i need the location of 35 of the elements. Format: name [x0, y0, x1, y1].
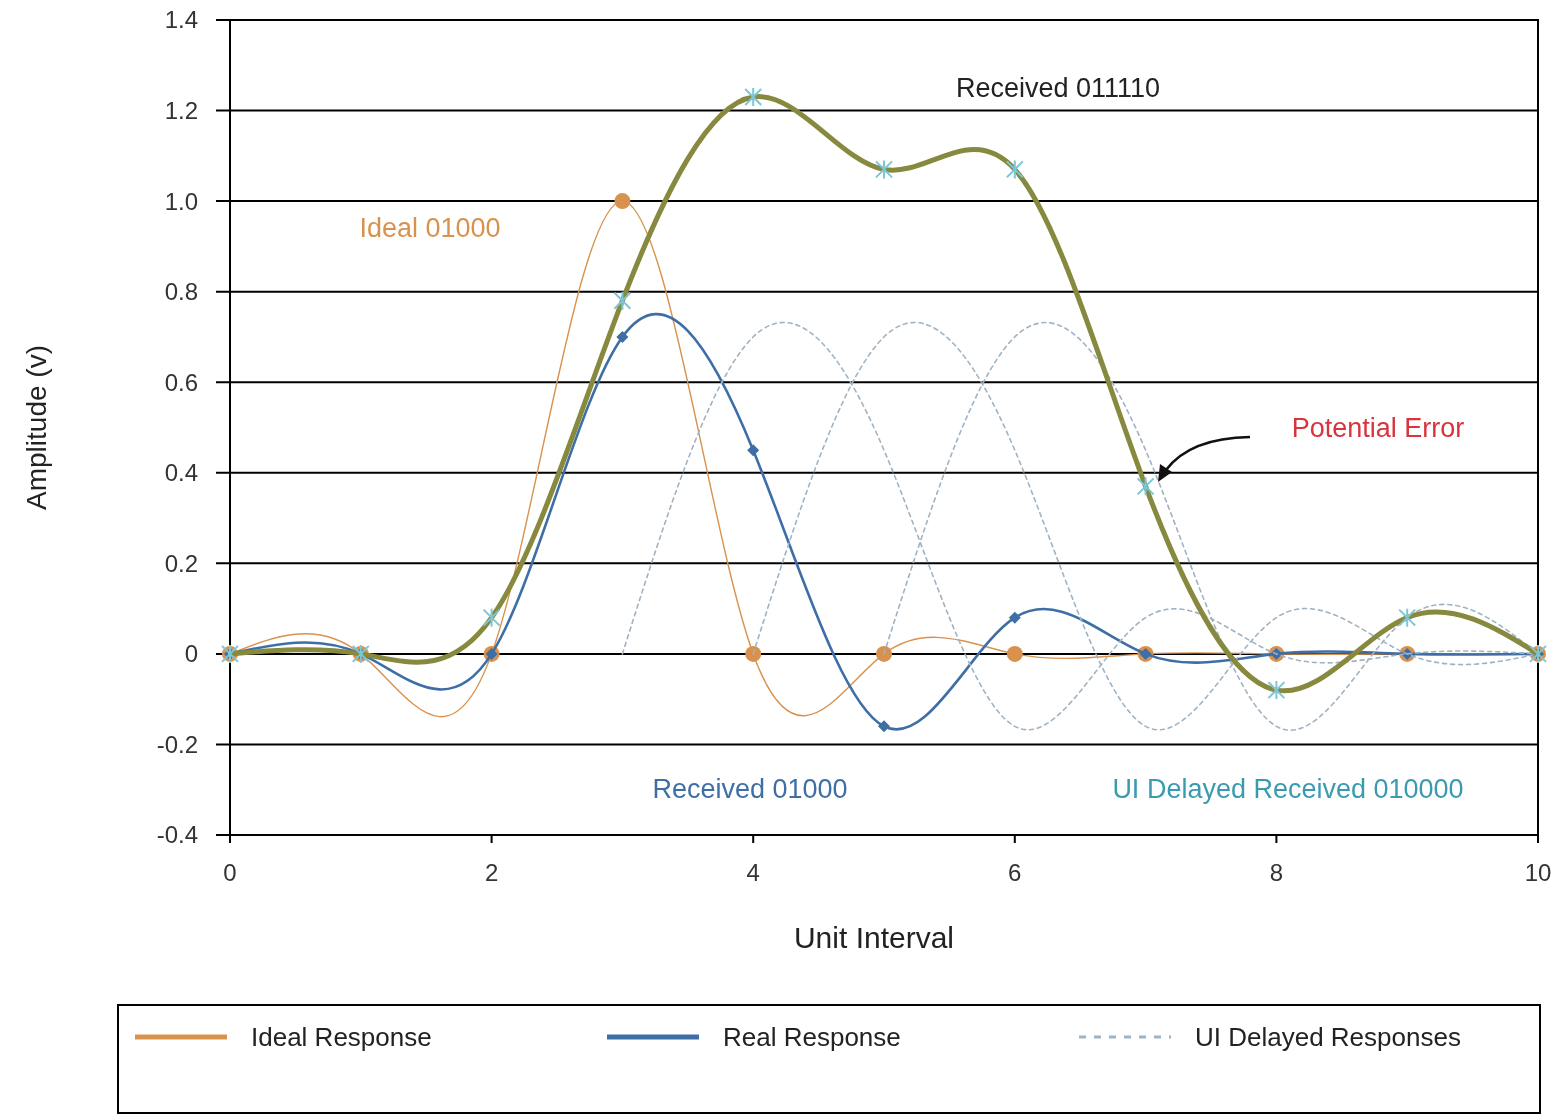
y-axis-title: Amplitude (v) [21, 345, 52, 510]
annotation: Received 01000 [652, 774, 848, 804]
x-axis-title: Unit Interval [793, 921, 955, 954]
x-tick-label: 4 [746, 859, 760, 886]
point [1006, 645, 1023, 662]
x-tick-label: 6 [1008, 859, 1022, 886]
y-tick-label: 1.0 [164, 187, 198, 215]
x-tick-label: 0 [223, 859, 237, 886]
legend-label: Ideal Response [251, 1022, 432, 1053]
annotation: Ideal 01000 [359, 213, 501, 243]
point [1008, 611, 1021, 624]
y-tick-label: 1.2 [164, 96, 198, 124]
point [614, 193, 631, 210]
y-tick-label: -0.4 [156, 821, 198, 849]
y-tick-label: 0.2 [164, 549, 198, 577]
annotation: Potential Error [1291, 413, 1465, 443]
y-tick-label: 0.8 [164, 278, 198, 306]
x-tick-label: 10 [1524, 859, 1552, 886]
point [876, 645, 892, 662]
annotation: UI Delayed Received 010000 [1112, 774, 1464, 804]
y-tick-label: 1.4 [164, 6, 198, 34]
point [747, 444, 760, 457]
point [878, 720, 890, 733]
legend-label: Real Response [723, 1022, 901, 1053]
x-tick-label: 2 [484, 859, 499, 886]
y-tick-label: -0.2 [156, 730, 198, 758]
annotation: Received 011110 [955, 73, 1161, 103]
y-tick-label: 0.6 [164, 368, 198, 396]
legend-label: UI Delayed Responses [1195, 1022, 1461, 1053]
y-tick-label: 0.4 [164, 459, 198, 487]
point [616, 330, 629, 343]
y-tick-label: 0 [184, 640, 198, 668]
point [745, 645, 762, 662]
point [1398, 607, 1417, 628]
x-tick-label: 8 [1269, 859, 1284, 886]
